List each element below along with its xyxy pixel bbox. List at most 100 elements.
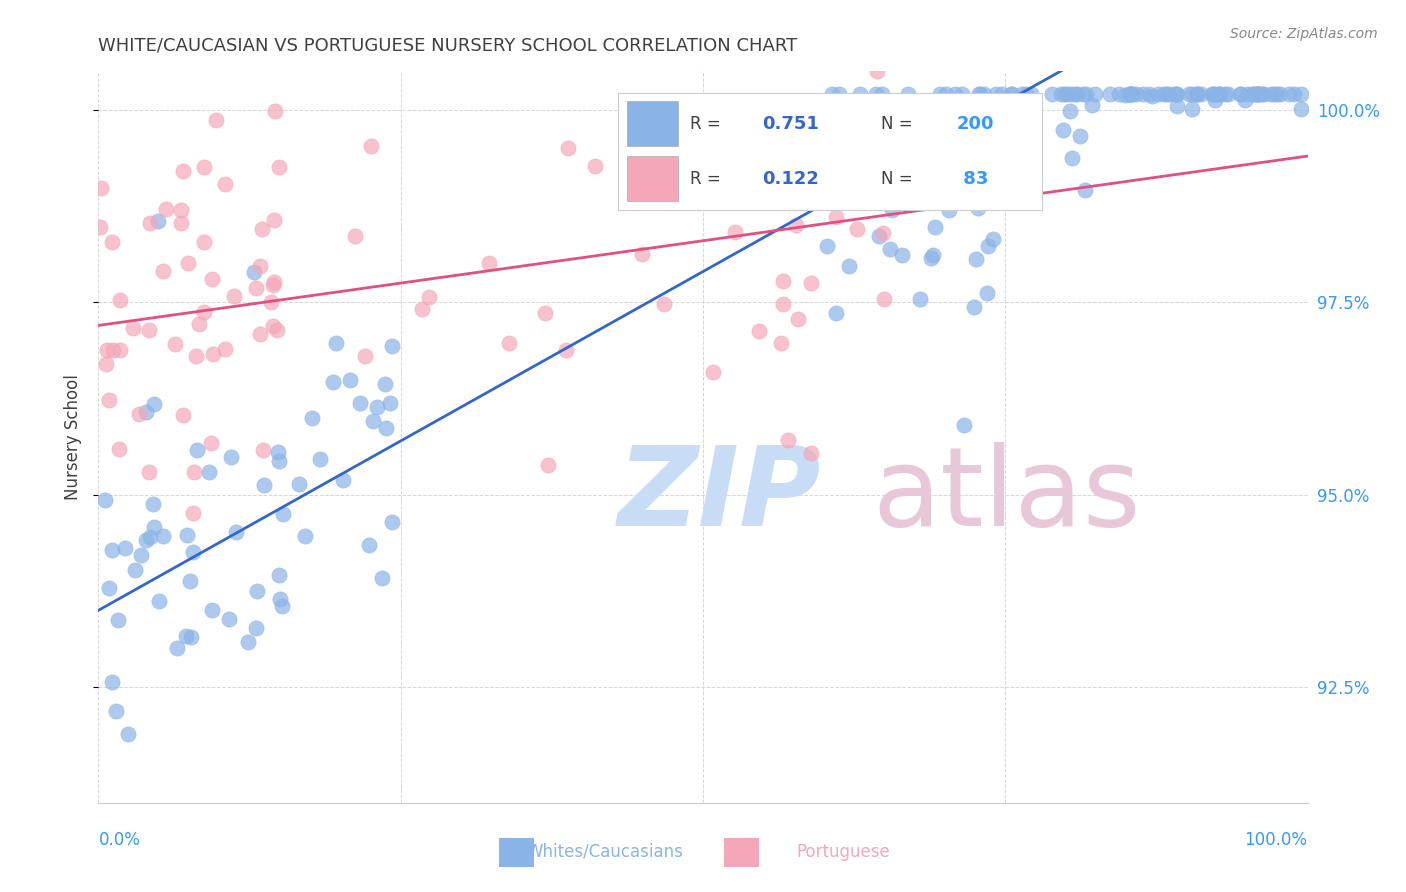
- Point: [977, 238, 1000, 252]
- Point: [1178, 87, 1201, 102]
- Point: [662, 190, 685, 204]
- Point: [866, 64, 889, 78]
- Point: [187, 317, 209, 331]
- Point: [308, 452, 330, 467]
- Point: [170, 216, 193, 230]
- Point: [1216, 87, 1239, 102]
- Point: [534, 306, 557, 320]
- Point: [1187, 87, 1209, 102]
- Point: [828, 87, 851, 102]
- Point: [903, 134, 925, 148]
- Point: [959, 179, 981, 194]
- Point: [1208, 87, 1230, 102]
- Point: [1234, 93, 1257, 107]
- Point: [815, 185, 838, 199]
- Point: [97, 393, 120, 408]
- Point: [271, 599, 294, 614]
- Point: [1204, 93, 1226, 107]
- Point: [214, 342, 236, 356]
- Point: [201, 272, 224, 286]
- Point: [325, 336, 347, 351]
- Point: [249, 327, 271, 342]
- Point: [142, 397, 165, 411]
- Point: [89, 220, 111, 235]
- Point: [890, 248, 912, 262]
- Point: [1251, 87, 1274, 102]
- Point: [381, 515, 404, 529]
- Point: [929, 186, 952, 200]
- Point: [266, 323, 288, 337]
- Point: [772, 274, 794, 288]
- Point: [198, 465, 221, 479]
- Point: [1247, 87, 1270, 102]
- Point: [973, 87, 995, 102]
- Point: [221, 450, 243, 464]
- Point: [170, 203, 193, 218]
- Point: [1015, 87, 1038, 102]
- Point: [225, 524, 247, 539]
- Point: [139, 216, 162, 230]
- Point: [988, 118, 1011, 132]
- Point: [246, 584, 269, 599]
- Point: [260, 294, 283, 309]
- Point: [849, 87, 872, 102]
- Point: [953, 417, 976, 432]
- Point: [1011, 87, 1033, 102]
- Point: [1278, 87, 1301, 102]
- Point: [800, 445, 823, 459]
- Point: [243, 265, 266, 279]
- Point: [97, 582, 120, 596]
- Point: [1166, 99, 1188, 113]
- Point: [950, 87, 973, 102]
- Point: [339, 373, 361, 387]
- Point: [1201, 87, 1223, 102]
- Point: [101, 542, 124, 557]
- Point: [1074, 183, 1097, 197]
- Point: [181, 545, 204, 559]
- Point: [1114, 88, 1136, 103]
- Point: [1053, 87, 1076, 102]
- Point: [1040, 87, 1063, 102]
- Point: [193, 161, 215, 175]
- Point: [1056, 87, 1078, 102]
- Point: [837, 135, 859, 149]
- Point: [269, 591, 291, 606]
- Point: [411, 301, 433, 316]
- Point: [1289, 87, 1312, 102]
- Point: [1140, 88, 1163, 103]
- Point: [267, 160, 290, 174]
- Point: [1249, 87, 1271, 102]
- Point: [96, 358, 118, 372]
- Point: [371, 572, 394, 586]
- Point: [1059, 103, 1081, 118]
- Point: [865, 87, 887, 102]
- Point: [1125, 87, 1147, 102]
- Point: [943, 87, 966, 102]
- Point: [1181, 87, 1204, 102]
- Point: [121, 320, 143, 334]
- Point: [114, 541, 136, 555]
- Point: [870, 118, 893, 132]
- Point: [138, 323, 160, 337]
- Point: [104, 704, 127, 718]
- Point: [498, 336, 520, 351]
- Point: [770, 336, 793, 351]
- Point: [380, 339, 402, 353]
- Point: [139, 530, 162, 544]
- Point: [869, 145, 891, 160]
- Point: [380, 396, 402, 410]
- Point: [928, 153, 950, 167]
- Point: [880, 203, 903, 218]
- Point: [1201, 87, 1223, 102]
- Text: 0.0%: 0.0%: [98, 831, 141, 849]
- Point: [1119, 87, 1142, 102]
- Point: [920, 251, 942, 265]
- Point: [152, 264, 174, 278]
- Point: [301, 410, 323, 425]
- Point: [1069, 129, 1091, 144]
- Point: [138, 465, 160, 479]
- Point: [200, 435, 222, 450]
- Point: [903, 158, 925, 172]
- Point: [785, 218, 807, 232]
- Point: [1157, 87, 1180, 102]
